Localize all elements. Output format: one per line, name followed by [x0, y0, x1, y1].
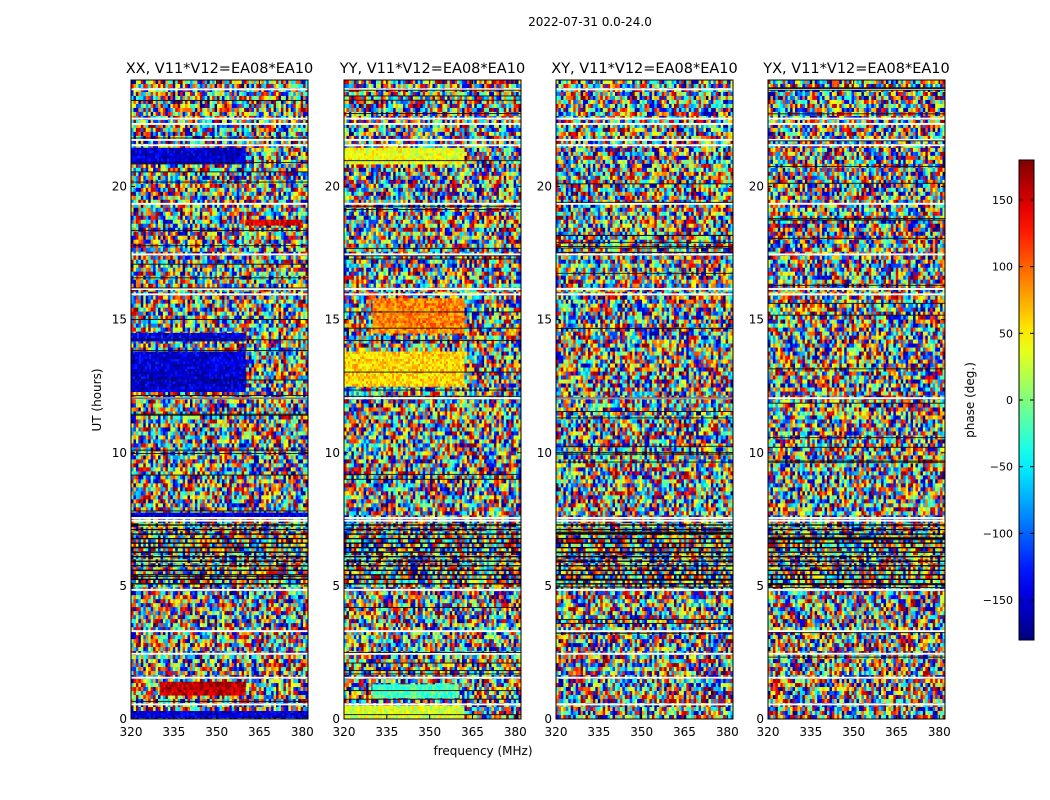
y-tick-label: 20 [112, 180, 127, 194]
y-tick-label: 5 [332, 579, 340, 593]
x-tick-label: 320 [120, 725, 143, 739]
x-tick-label: 380 [504, 725, 527, 739]
plot-frame [130, 79, 309, 720]
panel-1: XX, V11*V12=EA08*EA10 320 335 350 365 380 0 5 10… [112, 61, 314, 739]
x-tick-label: 335 [587, 725, 610, 739]
y-tick-label: 20 [537, 180, 552, 194]
x-axis-label: frequency (MHz) [433, 744, 532, 758]
x-tick-label: 365 [673, 725, 696, 739]
y-tick-label: 0 [332, 712, 340, 726]
panel-title: XX, V11*V12=EA08*EA10 [126, 61, 314, 77]
y-tick-label: 0 [756, 712, 764, 726]
colorbar-tick-label: −50 [990, 461, 1013, 474]
plot-frame [767, 79, 946, 720]
x-tick-label: 335 [375, 725, 398, 739]
y-tick-label: 15 [112, 313, 127, 327]
x-tick-label: 365 [461, 725, 484, 739]
figure-title: 2022-07-31 0.0-24.0 [528, 15, 652, 29]
x-tick-label: 335 [162, 725, 185, 739]
y-tick-label: 0 [544, 712, 552, 726]
x-tick-label: 335 [799, 725, 822, 739]
plot-frame [343, 79, 522, 720]
panel-title: YY, V11*V12=EA08*EA10 [339, 61, 525, 77]
x-tick-label: 380 [716, 725, 739, 739]
x-tick-label: 380 [928, 725, 951, 739]
phase-heatmap [344, 80, 521, 719]
y-tick-label: 5 [544, 579, 552, 593]
y-tick-label: 10 [537, 446, 552, 460]
x-tick-label: 350 [205, 725, 228, 739]
y-tick-label: 20 [325, 180, 340, 194]
y-tick-label: 10 [112, 446, 127, 460]
y-tick-label: 15 [325, 313, 340, 327]
x-tick-label: 320 [333, 725, 356, 739]
panel-title: YX, V11*V12=EA08*EA10 [762, 61, 949, 77]
x-tick-label: 365 [248, 725, 271, 739]
x-tick-label: 350 [630, 725, 653, 739]
phase-heatmap [131, 80, 308, 719]
y-tick-label: 20 [749, 180, 764, 194]
x-tick-label: 320 [545, 725, 568, 739]
colorbar-tick-label: −150 [983, 594, 1013, 607]
y-tick-label: 10 [749, 446, 764, 460]
y-tick-label: 10 [325, 446, 340, 460]
x-tick-label: 350 [842, 725, 865, 739]
x-tick-label: 350 [418, 725, 441, 739]
colorbar-tick-label: −100 [983, 527, 1013, 540]
y-axis-label: UT (hours) [90, 368, 104, 431]
colorbar-tick-label: 0 [1006, 394, 1013, 407]
x-tick-label: 365 [885, 725, 908, 739]
panel-4: YX, V11*V12=EA08*EA10 320 335 350 365 380 0 5 10… [749, 61, 951, 739]
colorbar-label: phase (deg.) [963, 362, 977, 438]
panel-3: XY, V11*V12=EA08*EA10 320 335 350 365 380 0 5 10… [537, 61, 739, 739]
colorbar-tick-label: 50 [999, 327, 1013, 340]
phase-heatmap [556, 80, 733, 719]
colorbar-tick-label: 150 [992, 194, 1013, 207]
plot-frame [555, 79, 734, 720]
y-tick-label: 5 [756, 579, 764, 593]
phase-heatmap [768, 80, 945, 719]
panel-title: XY, V11*V12=EA08*EA10 [551, 61, 737, 77]
colorbar: 150 100 50 0 −50 −100 −150 [983, 159, 1035, 641]
y-tick-label: 15 [537, 313, 552, 327]
colorbar-tick-label: 100 [992, 261, 1013, 274]
y-tick-label: 15 [749, 313, 764, 327]
x-tick-label: 320 [757, 725, 780, 739]
y-tick-label: 5 [119, 579, 127, 593]
x-tick-label: 380 [291, 725, 314, 739]
y-tick-label: 0 [119, 712, 127, 726]
panel-2: YY, V11*V12=EA08*EA10 320 335 350 365 380 0 5 10… [325, 61, 527, 739]
